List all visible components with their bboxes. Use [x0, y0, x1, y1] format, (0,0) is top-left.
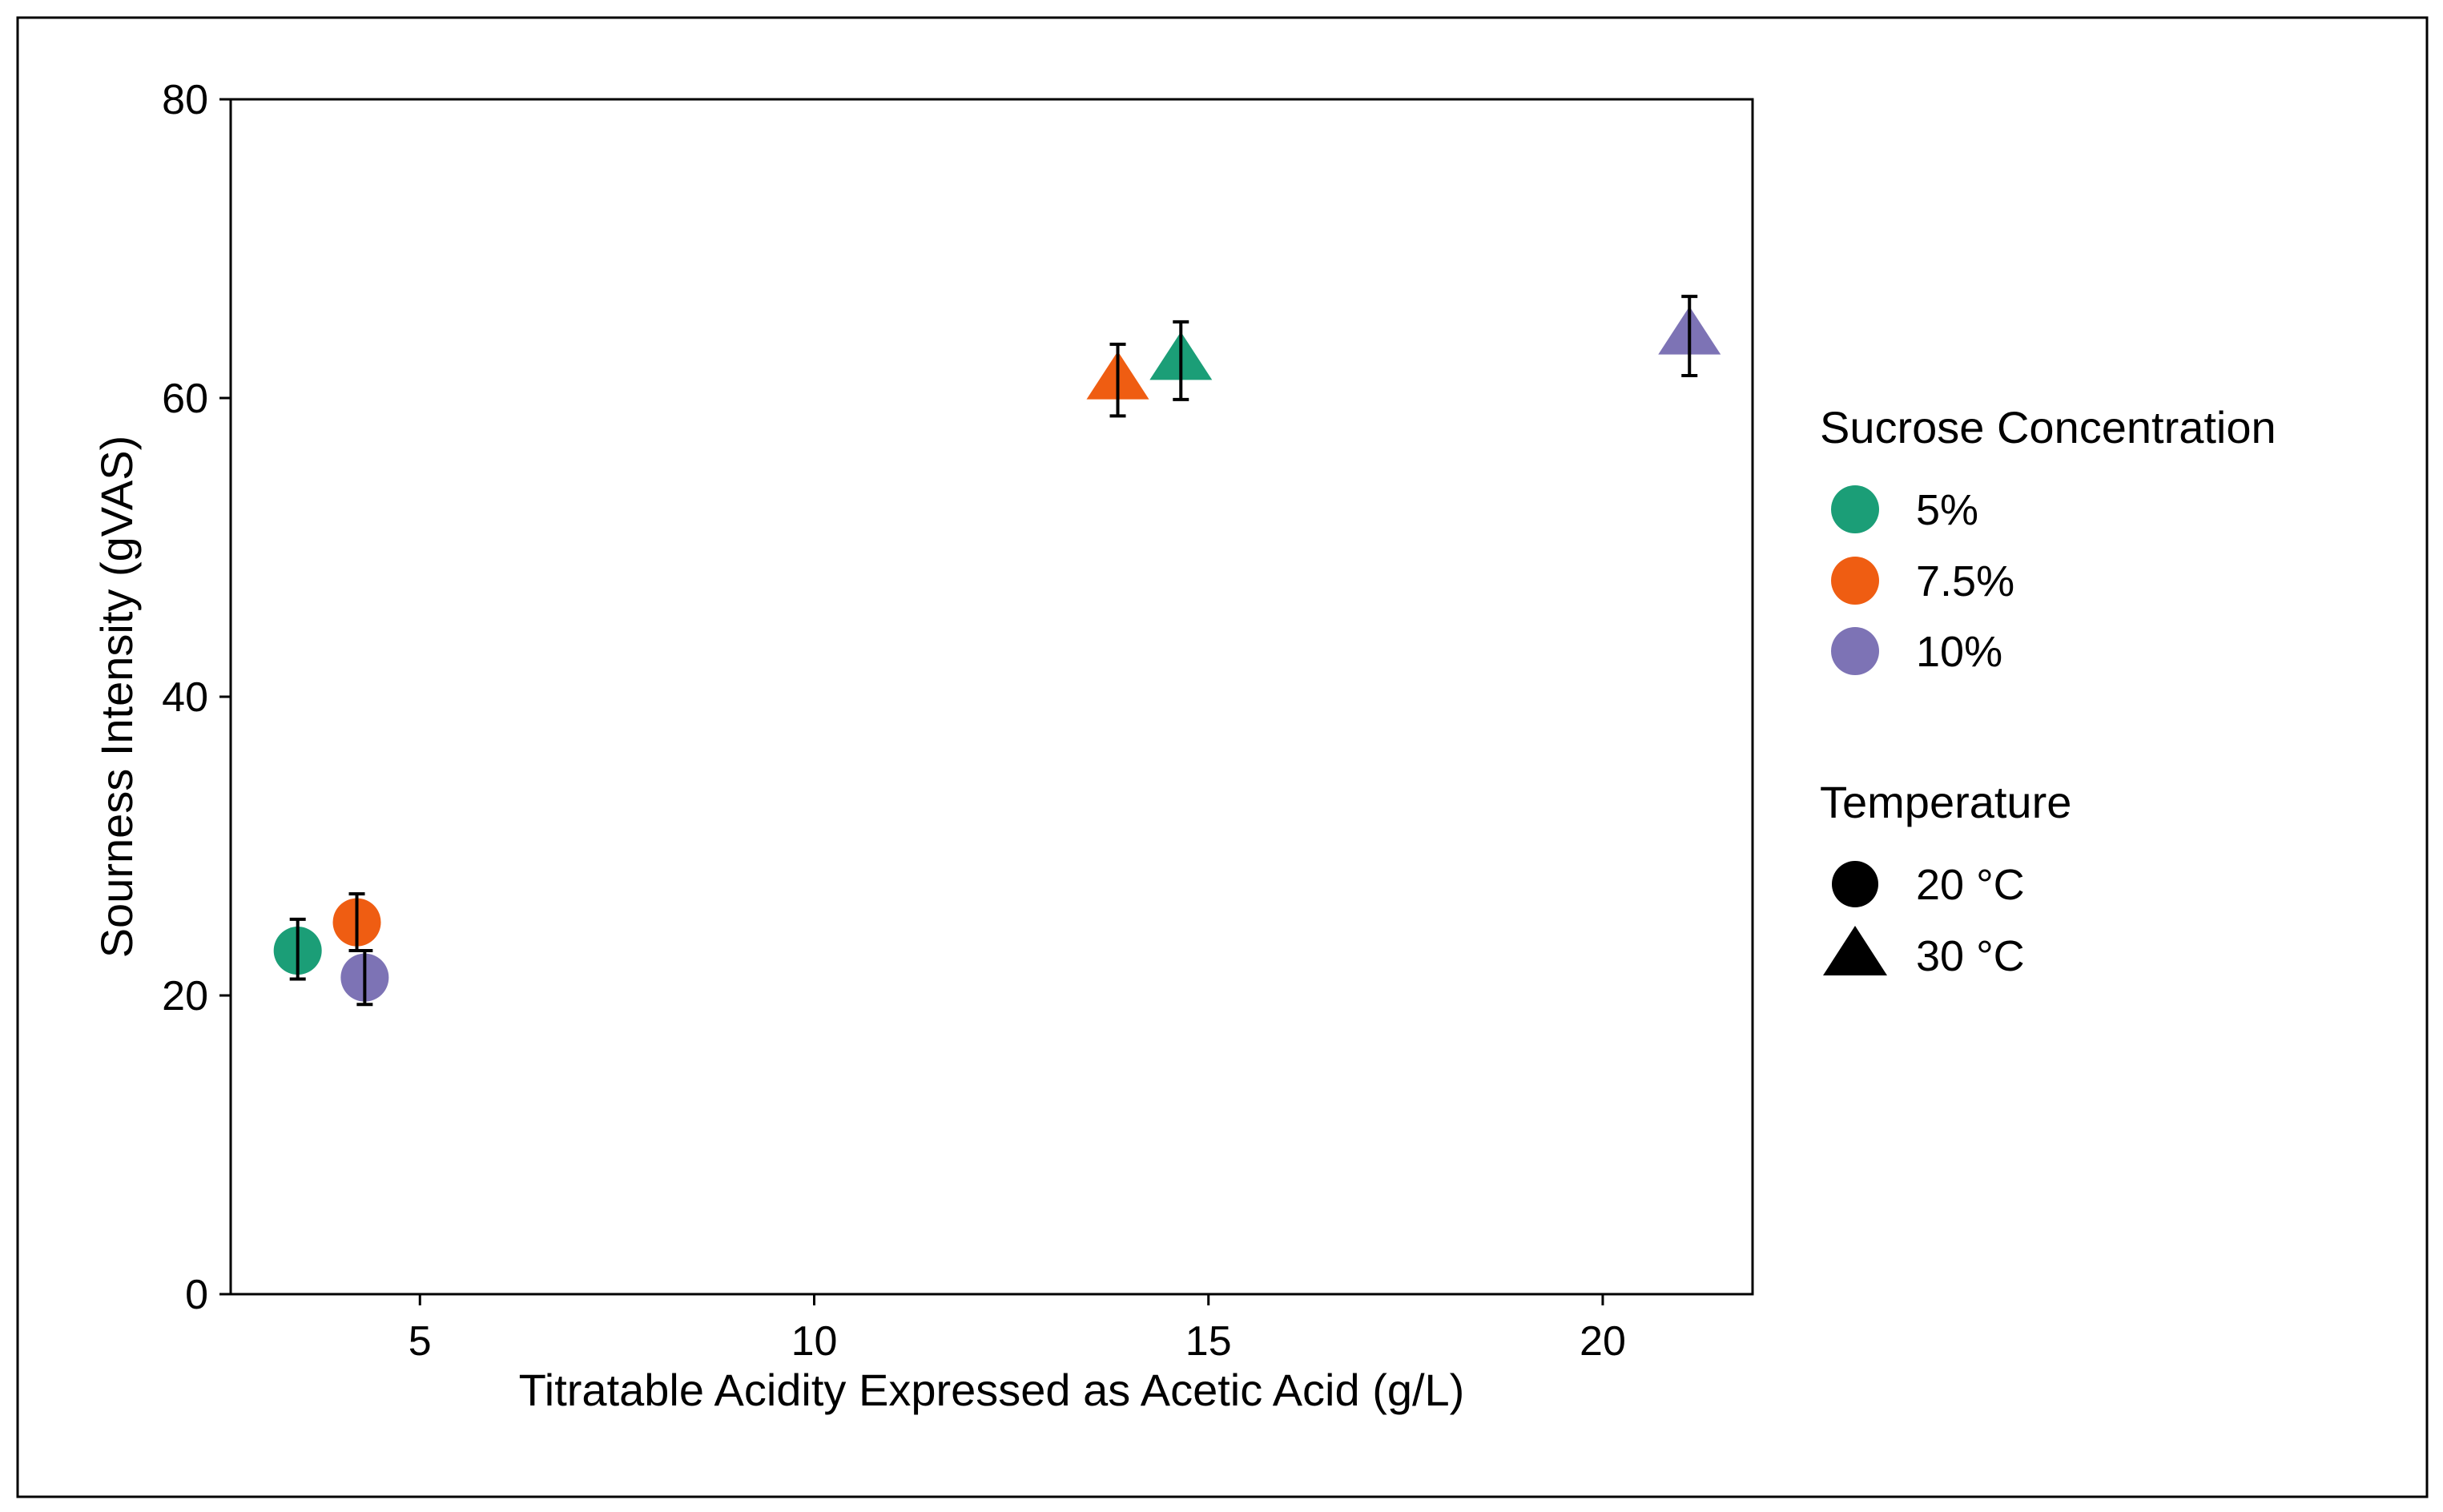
plot-area: [229, 98, 1754, 1296]
legend-label-7-5pct: 7.5%: [1916, 557, 2014, 605]
x-axis-title: Titratable Acidity Expressed as Acetic A…: [519, 1365, 1465, 1415]
x-tick-label: 20: [1580, 1318, 1626, 1365]
x-axis: 5 10 15 20: [409, 1294, 1626, 1365]
x-tick-label: 10: [791, 1318, 838, 1365]
y-tick-label: 20: [162, 973, 208, 1019]
legend-swatch-7-5pct: [1831, 557, 1879, 605]
y-tick-label: 60: [162, 376, 208, 422]
legend-triangle-icon: [1823, 926, 1887, 975]
data-points: [273, 295, 1721, 1007]
legend-label-20c: 20 °C: [1916, 861, 2025, 909]
legend-label-30c: 30 °C: [1916, 932, 2025, 980]
y-tick-label: 80: [162, 77, 208, 123]
legend-label-10pct: 10%: [1916, 628, 2002, 676]
legend-label-5pct: 5%: [1916, 486, 1978, 534]
legend-circle-icon: [1832, 861, 1878, 907]
y-axis: 0 20 40 60 80: [162, 77, 231, 1318]
y-tick-label: 0: [185, 1272, 208, 1318]
legend-color-title: Sucrose Concentration: [1820, 402, 2276, 452]
legend: Sucrose Concentration 5% 7.5% 10% Temper…: [1820, 402, 2276, 980]
legend-swatch-10pct: [1831, 627, 1879, 675]
y-axis-title: Sourness Intensity (gVAS): [91, 436, 142, 959]
x-tick-label: 15: [1185, 1318, 1232, 1365]
legend-shape-title: Temperature: [1820, 777, 2071, 827]
x-tick-label: 5: [409, 1318, 432, 1365]
legend-swatch-5pct: [1831, 485, 1879, 533]
y-tick-label: 40: [162, 674, 208, 721]
